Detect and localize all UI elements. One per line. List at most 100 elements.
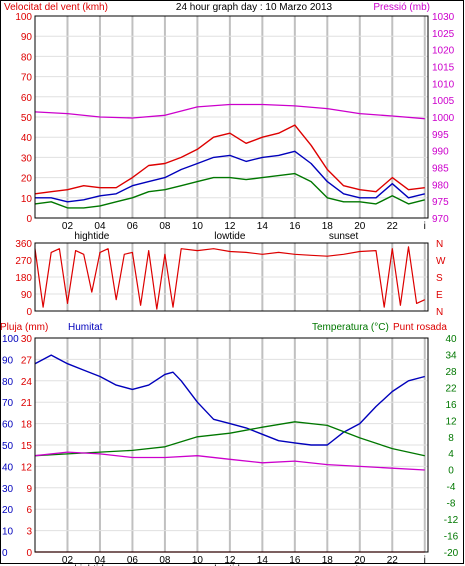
wind-x-tick-label: 06 — [127, 221, 139, 232]
wind-event-label: lowtide — [214, 231, 246, 242]
weather-event-label: lowtide — [214, 564, 246, 566]
wind-x-tick-label: 20 — [354, 221, 366, 232]
humidity-tick-label: 0 — [2, 548, 8, 559]
wind-tick-label: 10 — [21, 194, 33, 205]
pressure-tick-label: 1020 — [432, 46, 455, 57]
pressure-tick-label: 1030 — [432, 12, 455, 23]
temperature-tick-label: -4 — [447, 482, 456, 493]
compass-tick-label: E — [436, 290, 443, 301]
compass-tick-label: S — [436, 273, 443, 284]
pressure-tick-label: 1015 — [432, 63, 455, 74]
humidity-axis-title: Humitat — [68, 322, 103, 333]
dewpoint-axis-title: Punt rosada — [393, 322, 447, 333]
temperature-tick-label: 0 — [448, 466, 454, 477]
temperature-tick-label: -16 — [444, 532, 459, 543]
pressure-tick-label: 1025 — [432, 29, 455, 40]
pressure-tick-label: 980 — [432, 180, 449, 191]
wind-tick-label: 30 — [21, 153, 33, 164]
direction-tick-label: 0 — [26, 307, 32, 318]
temperature-tick-label: -8 — [447, 499, 456, 510]
temperature-tick-label: -20 — [444, 548, 459, 559]
temperature-tick-label: 16 — [445, 400, 457, 411]
compass-tick-label: N — [436, 307, 443, 318]
temperature-line — [34, 421, 425, 457]
compass-tick-label: N — [436, 239, 443, 250]
rain-tick-label: 9 — [26, 484, 32, 495]
temperature-tick-label: 34 — [445, 350, 457, 361]
weather-x-tick-label: 02 — [62, 555, 74, 566]
weather-event-label: hightide — [74, 564, 109, 566]
humidity-tick-label: 60 — [2, 420, 14, 431]
humidity-tick-label: 40 — [2, 462, 14, 473]
wind-x-tick-label: 16 — [289, 221, 301, 232]
pressure-tick-label: 995 — [432, 130, 449, 141]
humidity-tick-label: 10 — [2, 527, 14, 538]
wind-tick-label: 60 — [21, 93, 33, 104]
wind-tick-label: 40 — [21, 133, 33, 144]
direction-line — [34, 246, 426, 310]
weather-x-tick-label: 08 — [159, 555, 171, 566]
wind-x-tick-label: 12 — [224, 221, 236, 232]
pressure-tick-label: 970 — [432, 214, 449, 225]
direction-tick-label: 90 — [21, 290, 33, 301]
weather-x-tick-label: i — [424, 555, 426, 566]
wind-x-tick-label: 14 — [257, 221, 269, 232]
pressure-axis-title: Pressió (mb) — [373, 2, 430, 13]
humidity-tick-label: 100 — [2, 334, 19, 345]
temperature-tick-label: 4 — [448, 449, 454, 460]
wind-tick-label: 50 — [21, 113, 33, 124]
rain-tick-label: 0 — [26, 548, 32, 559]
temperature-tick-label: 28 — [445, 367, 457, 378]
weather-x-tick-label: 10 — [192, 555, 204, 566]
wind-tick-label: 20 — [21, 174, 33, 185]
wind-plot-frame — [34, 15, 429, 219]
pressure-line — [34, 103, 425, 120]
wind-x-tick-label: 08 — [159, 221, 171, 232]
weather-x-tick-label: 14 — [257, 555, 269, 566]
wind-x-tick-label: 04 — [94, 221, 106, 232]
wind-tick-label: 0 — [26, 214, 32, 225]
humidity-tick-label: 20 — [2, 505, 14, 516]
wind-tick-label: 80 — [21, 52, 33, 63]
humidity-tick-label: 30 — [2, 484, 14, 495]
wind-minimum-line — [34, 172, 425, 209]
wind-tick-label: 90 — [21, 32, 33, 43]
wind-tick-label: 70 — [21, 73, 33, 84]
weather-event-label: sunset — [329, 564, 359, 566]
rain-tick-label: 3 — [26, 527, 32, 538]
humidity-tick-label: 90 — [2, 355, 14, 366]
weather-x-tick-label: 20 — [354, 555, 366, 566]
wind-tick-label: 100 — [15, 12, 32, 23]
compass-tick-label: W — [436, 256, 446, 267]
chart-title: 24 hour graph day : 10 Marzo 2013 — [176, 2, 333, 13]
humidity-line — [34, 354, 425, 446]
humidity-tick-label: 80 — [2, 377, 14, 388]
rain-axis-title: Pluja (mm) — [0, 322, 48, 333]
rain-tick-label: 18 — [21, 420, 33, 431]
direction-tick-label: 360 — [15, 239, 32, 250]
pressure-tick-label: 1000 — [432, 113, 455, 124]
wind-x-tick-label: 10 — [192, 221, 204, 232]
rain-tick-label: 30 — [21, 334, 33, 345]
rain-tick-label: 12 — [21, 462, 33, 473]
temperature-axis-title: Temperatura (°C) — [312, 322, 389, 333]
wind-x-tick-label: 18 — [322, 221, 334, 232]
temperature-tick-label: 22 — [445, 383, 457, 394]
rain-tick-label: 24 — [21, 377, 33, 388]
temperature-tick-label: 8 — [448, 433, 454, 444]
dewpoint-line — [34, 451, 425, 471]
weather-x-tick-label: 18 — [322, 555, 334, 566]
rain-tick-label: 15 — [21, 441, 33, 452]
weather-x-tick-label: 22 — [387, 555, 399, 566]
wind-axis-title: Velocitat del vent (kmh) — [4, 2, 108, 13]
temperature-tick-label: 12 — [445, 416, 457, 427]
direction-plot-frame — [34, 242, 429, 312]
pressure-tick-label: 975 — [432, 197, 449, 208]
direction-tick-label: 270 — [15, 256, 32, 267]
direction-tick-label: 180 — [15, 273, 32, 284]
wind-event-label: hightide — [74, 231, 109, 242]
rain-tick-label: 27 — [21, 355, 33, 366]
weather-x-tick-label: 12 — [224, 555, 236, 566]
